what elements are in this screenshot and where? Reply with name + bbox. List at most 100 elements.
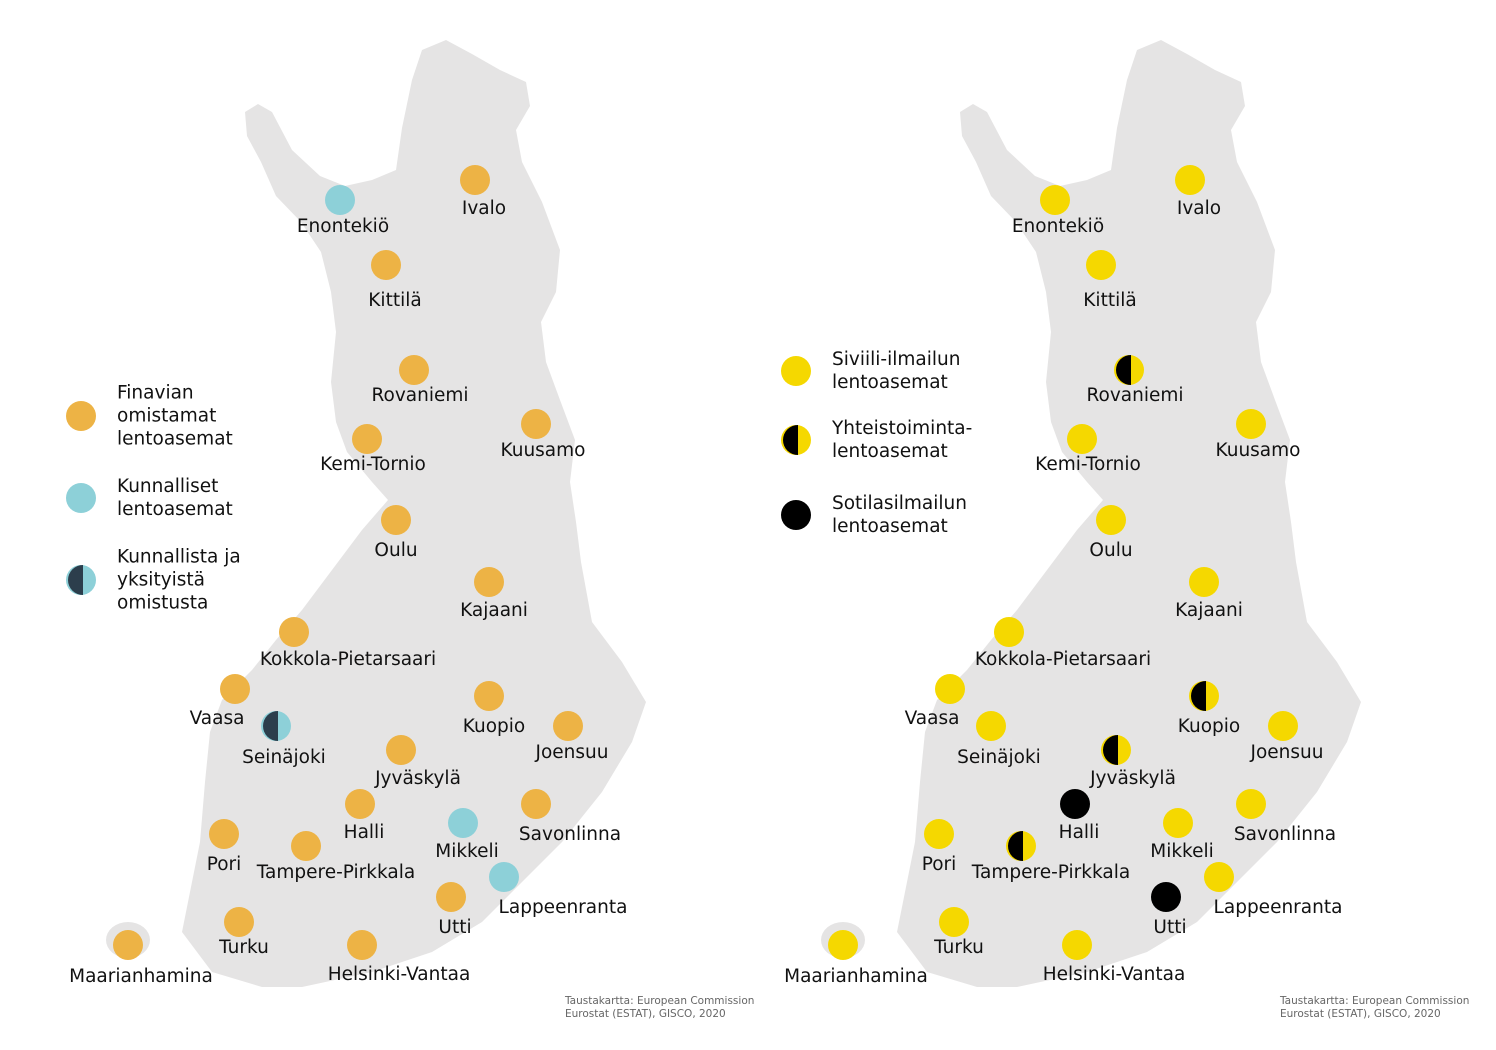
airport-label: Utti xyxy=(1153,916,1187,938)
airport-marker-civil xyxy=(924,819,954,849)
airport-marker-finavia xyxy=(113,930,143,960)
airport-marker-civil xyxy=(1096,505,1126,535)
legend-marker-civil xyxy=(781,356,811,386)
airport-marker-finavia xyxy=(399,355,429,385)
airport-marker-finavia xyxy=(291,831,321,861)
airport-label: Kuusamo xyxy=(500,439,586,461)
airport-marker-joint xyxy=(1006,831,1036,861)
airport-label: Mikkeli xyxy=(1150,840,1214,862)
legend-label: Finavian omistamat lentoasemat xyxy=(117,382,233,450)
airport-label: Lappeenranta xyxy=(498,896,628,918)
legend-marker-joint xyxy=(781,425,811,455)
airport-marker-mixed xyxy=(261,711,291,741)
airport-label: Joensuu xyxy=(535,741,609,763)
airport-marker-military xyxy=(1060,789,1090,819)
airport-marker-finavia xyxy=(521,789,551,819)
airport-label: Savonlinna xyxy=(1233,823,1337,845)
airport-label: Turku xyxy=(934,936,984,958)
airport-label: Turku xyxy=(219,936,269,958)
airport-label: Pori xyxy=(206,853,242,875)
airport-marker-finavia xyxy=(347,930,377,960)
legend-marker-finavia xyxy=(66,401,96,431)
finland-land xyxy=(182,40,646,987)
airport-label: Kokkola-Pietarsaari xyxy=(974,648,1152,670)
airport-marker-finavia xyxy=(209,819,239,849)
airport-label: Joensuu xyxy=(1250,741,1324,763)
airport-marker-finavia xyxy=(460,165,490,195)
airport-marker-municipal xyxy=(489,862,519,892)
airport-marker-civil xyxy=(1040,185,1070,215)
finland-land xyxy=(897,40,1361,987)
legend-label: Kunnalliset lentoasemat xyxy=(117,476,233,520)
airport-marker-joint xyxy=(1189,681,1219,711)
map-panel-usage: Enontekiö Ivalo Kittilä Rovaniemi Kemi-Torni… xyxy=(715,0,1469,1050)
airport-marker-municipal xyxy=(448,808,478,838)
airport-marker-civil xyxy=(1189,567,1219,597)
airport-marker-finavia xyxy=(474,681,504,711)
airport-label: Kittilä xyxy=(368,289,422,311)
airport-label: Kajaani xyxy=(1175,599,1243,621)
legend-marker-municipal xyxy=(66,483,96,513)
airport-label: Maarianhamina xyxy=(784,965,928,987)
airport-marker-civil xyxy=(1236,409,1266,439)
airport-label: Kemi-Tornio xyxy=(1035,453,1141,475)
airport-marker-civil xyxy=(1086,250,1116,280)
finland-map xyxy=(106,40,646,987)
airport-label: Vaasa xyxy=(189,707,245,729)
airport-marker-finavia xyxy=(474,567,504,597)
airport-marker-civil xyxy=(935,674,965,704)
airport-marker-finavia xyxy=(224,907,254,937)
legend-marker-military xyxy=(781,500,811,530)
airport-marker-civil xyxy=(939,907,969,937)
airport-label: Seinäjoki xyxy=(242,746,326,768)
airport-marker-finavia xyxy=(279,617,309,647)
airport-label: Kuusamo xyxy=(1215,439,1301,461)
finland-map xyxy=(821,40,1361,987)
airport-marker-finavia xyxy=(553,711,583,741)
airport-label: Ivalo xyxy=(1176,197,1222,219)
airport-label: Kittilä xyxy=(1083,289,1137,311)
airport-marker-civil xyxy=(1204,862,1234,892)
airport-marker-finavia xyxy=(436,882,466,912)
airport-label: Vaasa xyxy=(904,707,960,729)
airport-label: Jyväskylä xyxy=(1090,767,1176,789)
airport-marker-military xyxy=(1151,882,1181,912)
airport-marker-civil xyxy=(994,617,1024,647)
airport-label: Ivalo xyxy=(461,197,507,219)
airport-label: Savonlinna xyxy=(518,823,622,845)
airport-marker-finavia xyxy=(345,789,375,819)
airport-label: Halli xyxy=(343,821,385,843)
airport-marker-civil xyxy=(1062,930,1092,960)
airport-marker-civil xyxy=(1236,789,1266,819)
airport-marker-finavia xyxy=(381,505,411,535)
airport-marker-civil xyxy=(976,711,1006,741)
airport-label: Enontekiö xyxy=(1011,215,1105,237)
airport-label: Kuopio xyxy=(1177,715,1241,737)
airport-label: Halli xyxy=(1058,821,1100,843)
airport-label: Pori xyxy=(921,853,957,875)
airport-label: Tampere-Pirkkala xyxy=(256,861,416,883)
airport-label: Oulu xyxy=(1089,539,1133,561)
airport-label: Tampere-Pirkkala xyxy=(971,861,1131,883)
airport-marker-finavia xyxy=(371,250,401,280)
airport-label: Utti xyxy=(438,916,472,938)
airport-marker-civil xyxy=(1175,165,1205,195)
airport-marker-municipal xyxy=(325,185,355,215)
airport-label: Kajaani xyxy=(460,599,528,621)
map-credit: Taustakartta: European Commission Eurost… xyxy=(565,995,755,1020)
airport-marker-finavia xyxy=(386,735,416,765)
airport-label: Mikkeli xyxy=(435,840,499,862)
legend-marker-mixed xyxy=(66,565,96,595)
airport-label: Kokkola-Pietarsaari xyxy=(259,648,437,670)
legend-label: Yhteistoiminta- lentoasemat xyxy=(832,418,973,462)
airport-marker-joint xyxy=(1114,355,1144,385)
airport-label: Rovaniemi xyxy=(371,384,469,406)
airport-label: Jyväskylä xyxy=(375,767,461,789)
legend-label: Siviili-ilmailun lentoasemat xyxy=(832,349,961,393)
airport-marker-civil xyxy=(828,930,858,960)
airport-label: Kuopio xyxy=(462,715,526,737)
airport-marker-finavia xyxy=(352,424,382,454)
map-panel-ownership: Enontekiö Ivalo Kittilä Rovaniemi Kemi-Torni… xyxy=(66,40,754,1020)
airport-label: Rovaniemi xyxy=(1086,384,1184,406)
airport-label: Enontekiö xyxy=(296,215,390,237)
